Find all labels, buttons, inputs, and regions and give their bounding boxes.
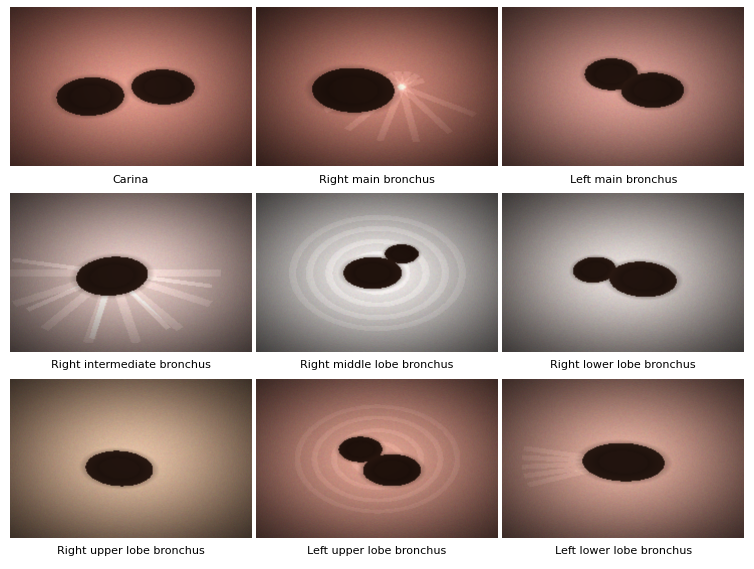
Text: Right lower lobe bronchus: Right lower lobe bronchus — [550, 361, 696, 370]
Text: Left lower lobe bronchus: Left lower lobe bronchus — [555, 546, 692, 556]
Text: Right intermediate bronchus: Right intermediate bronchus — [51, 361, 210, 370]
Text: Left main bronchus: Left main bronchus — [569, 175, 677, 184]
Text: Right upper lobe bronchus: Right upper lobe bronchus — [57, 546, 204, 556]
Text: Left upper lobe bronchus: Left upper lobe bronchus — [308, 546, 446, 556]
Text: Right middle lobe bronchus: Right middle lobe bronchus — [300, 361, 454, 370]
Text: Right main bronchus: Right main bronchus — [319, 175, 435, 184]
Text: Carina: Carina — [112, 175, 149, 184]
